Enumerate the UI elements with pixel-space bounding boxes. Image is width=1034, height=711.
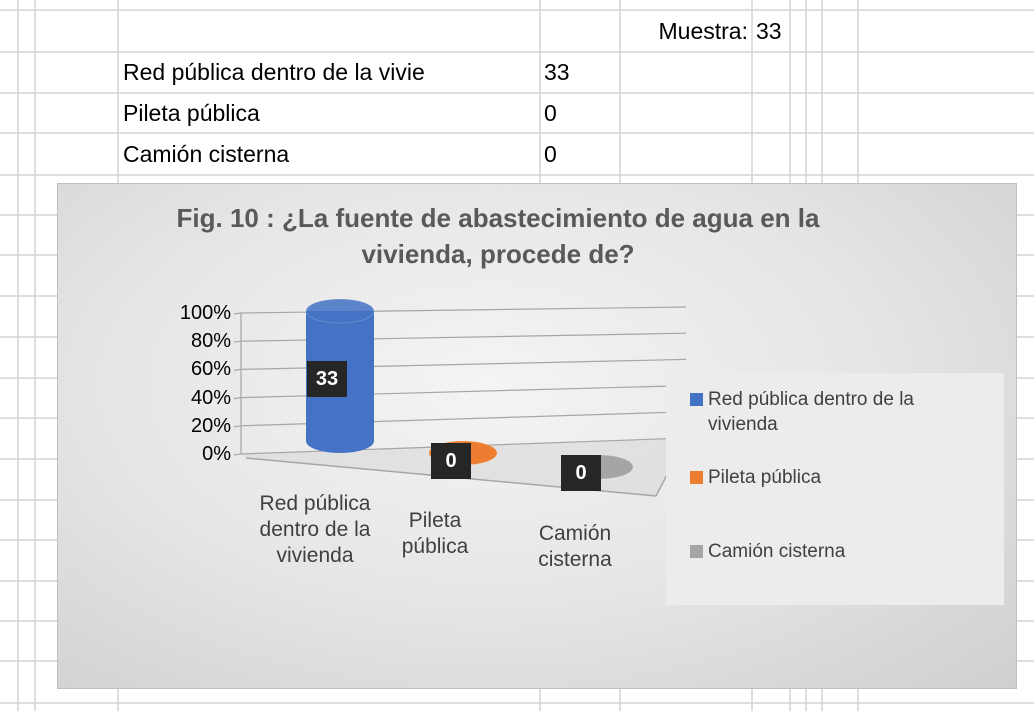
cell-value[interactable]: 33 (544, 59, 570, 85)
legend-label: Red pública dentro de la vivienda (708, 389, 914, 435)
y-tick-mark (233, 368, 242, 371)
legend-label: Pileta pública (708, 467, 822, 488)
legend-label: Camión cisterna (708, 541, 846, 562)
bar-top (305, 298, 375, 324)
legend-item[interactable]: Camión cisterna (690, 539, 980, 564)
y-tick-label: 100% (179, 302, 231, 324)
x-tick-label: Camión cisterna (538, 522, 612, 571)
y-tick-label: 20% (190, 414, 231, 437)
x-tick-label: Pileta pública (401, 509, 469, 558)
y-tick-label: 80% (190, 330, 231, 353)
chart-title: Fig. 10 : ¿La fuente de abastecimiento d… (176, 203, 820, 269)
legend-swatch (690, 545, 703, 558)
y-tick-label: 60% (190, 358, 231, 381)
legend-swatch (690, 393, 703, 406)
data-label: 33 (307, 361, 347, 397)
y-tick-mark (233, 453, 242, 456)
legend-swatch (690, 471, 703, 484)
cell-value[interactable]: 0 (544, 100, 557, 126)
y-tick-label: 40% (190, 386, 231, 409)
y-tick-mark (233, 397, 242, 400)
data-label: 0 (561, 455, 601, 491)
y-tick-mark (233, 340, 242, 343)
y-tick-label: 0% (202, 443, 231, 465)
chart[interactable]: Fig. 10 : ¿La fuente de abastecimiento d… (57, 183, 1017, 689)
cell-label[interactable]: Red pública dentro de la vivie (123, 59, 425, 85)
y-tick-mark (233, 312, 242, 315)
cell-value[interactable]: 33 (756, 18, 782, 44)
cell-label[interactable]: Camión cisterna (123, 141, 290, 167)
cell-label[interactable]: Pileta pública (123, 100, 260, 126)
data-label: 0 (431, 443, 471, 479)
cell-label[interactable]: Muestra: (658, 18, 748, 44)
y-tick-mark (233, 425, 242, 428)
legend: Red pública dentro de la vivienda Pileta … (666, 373, 1004, 605)
legend-item[interactable]: Red pública dentro de la vivienda (690, 387, 980, 437)
x-tick-label: Red pública dentro de la vivienda (259, 492, 371, 567)
cell-value[interactable]: 0 (544, 141, 557, 167)
legend-item[interactable]: Pileta pública (690, 465, 980, 490)
